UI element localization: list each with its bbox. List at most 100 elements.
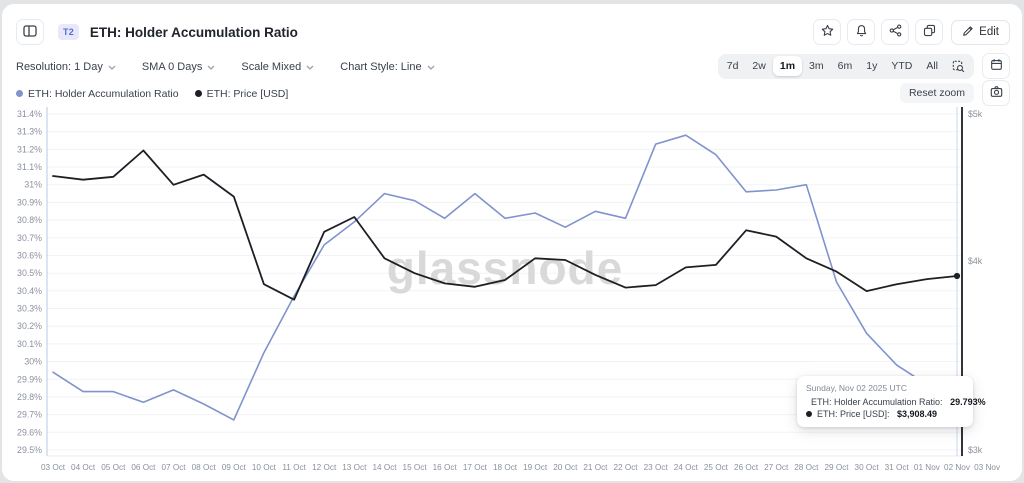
x-axis-tick-label: 16 Oct (433, 463, 458, 472)
chart-card: T2 ETH: Holder Accumulation Ratio (2, 4, 1022, 481)
tooltip-row-value: 29.793% (950, 397, 986, 407)
series-line-0 (52, 134, 958, 421)
chart-plot-area[interactable]: 29.5% 29.6% 29.7% 29.8% 29.9% 30% 30.1% 30.2% 30… (2, 4, 1022, 481)
x-axis-tick-label: 20 Oct (553, 463, 578, 472)
x-axis-tick-label: 21 Oct (583, 463, 608, 472)
edit-button[interactable]: Edit (951, 19, 1010, 45)
range-button-YTD[interactable]: YTD (884, 56, 919, 76)
tier-badge: T2 (58, 24, 79, 40)
x-axis-tick-label: 19 Oct (523, 463, 548, 472)
range-button-1y[interactable]: 1y (859, 56, 884, 76)
x-axis-tick-label: 05 Oct (101, 463, 126, 472)
watermark: glassnode (387, 242, 624, 294)
alerts-button[interactable] (847, 19, 876, 45)
right-axis-tick-label: $3k (968, 445, 983, 455)
edit-button-label: Edit (979, 26, 999, 38)
x-axis-tick-label: 26 Oct (734, 463, 759, 472)
toolbar-dropdown-3[interactable]: Chart Style: Line (340, 61, 435, 73)
x-axis-tick-label: 10 Oct (252, 463, 277, 472)
x-axis-tick-label: 17 Oct (463, 463, 488, 472)
series-marker-1 (953, 272, 961, 280)
x-axis-tick-label: 28 Oct (794, 463, 819, 472)
x-axis-tick-label: 31 Oct (885, 463, 910, 472)
toolbar-dropdown-0[interactable]: Resolution: 1 Day (16, 61, 116, 73)
share-button[interactable] (881, 19, 910, 45)
toolbar-dropdown-label: Resolution: 1 Day (16, 61, 103, 73)
sidebar-toggle-button[interactable] (16, 19, 44, 45)
area-zoom-icon (952, 60, 965, 73)
range-button-2w[interactable]: 2w (745, 56, 772, 76)
x-axis-tick-label: 01 Nov (914, 463, 941, 472)
x-axis-tick-label: 03 Nov (974, 463, 1001, 472)
right-axis-tick-label: $4k (968, 256, 983, 266)
toolbar-dropdown-label: SMA 0 Days (141, 61, 203, 73)
legend-label: ETH: Holder Accumulation Ratio (28, 87, 179, 100)
copy-button[interactable] (915, 19, 944, 45)
header: T2 ETH: Holder Accumulation Ratio (16, 16, 1010, 48)
range-button-All[interactable]: All (919, 56, 945, 76)
x-axis-tick-label: 29 Oct (824, 463, 849, 472)
x-axis-tick-label: 27 Oct (764, 463, 789, 472)
range-button-1m[interactable]: 1m (772, 56, 803, 76)
left-axis-tick-label: 30.1% (17, 339, 42, 349)
copy-icon (923, 24, 936, 40)
x-axis-tick-label: 15 Oct (403, 463, 428, 472)
chevron-down-icon (207, 61, 215, 73)
left-axis-tick-label: 29.6% (17, 427, 42, 437)
x-axis-tick-label: 08 Oct (192, 463, 217, 472)
left-axis-tick-label: 30.9% (17, 197, 42, 207)
tooltip-row-label: ETH: Holder Accumulation Ratio: (811, 397, 946, 407)
reset-zoom-button[interactable]: Reset zoom (899, 83, 974, 103)
x-axis-tick-label: 24 Oct (674, 463, 699, 472)
x-axis-tick-label: 04 Oct (71, 463, 96, 472)
legend-dot-icon (194, 90, 202, 97)
x-axis-tick-label: 11 Oct (282, 463, 306, 472)
legend-item-0[interactable]: ETH: Holder Accumulation Ratio (16, 88, 179, 100)
chevron-down-icon (427, 61, 435, 73)
x-axis-tick-label: 13 Oct (342, 463, 367, 472)
tooltip-series-dot-icon (806, 411, 812, 417)
chart-tooltip: Sunday, Nov 02 2025 UTC ETH: Holder Accu… (797, 376, 986, 427)
x-axis-tick-label: 02 Nov (944, 463, 971, 472)
chevron-down-icon (306, 61, 314, 73)
range-button-3m[interactable]: 3m (802, 56, 831, 76)
legend-label: ETH: Price [USD] (206, 87, 289, 100)
tooltip-row-label: ETH: Price [USD]: (817, 409, 893, 419)
range-button-6m[interactable]: 6m (831, 56, 860, 76)
range-group: 7d 2w 1m 3m 6m 1y YTD All (717, 53, 974, 79)
x-axis-tick-label: 12 Oct (312, 463, 337, 472)
x-axis-tick-label: 30 Oct (855, 463, 880, 472)
left-axis-tick-label: 30% (24, 357, 42, 367)
calendar-range-button[interactable] (982, 53, 1010, 79)
chevron-down-icon (108, 61, 116, 73)
tooltip-row-0: ETH: Holder Accumulation Ratio: 29.793% (806, 397, 986, 407)
left-axis-tick-label: 30.3% (17, 304, 42, 314)
tooltip-date: Sunday, Nov 02 2025 UTC (806, 383, 907, 393)
x-axis-tick-label: 03 Oct (41, 463, 66, 472)
sidebar-panel-icon (23, 24, 37, 40)
series-line-1 (52, 149, 958, 301)
range-button-7d[interactable]: 7d (720, 56, 746, 76)
right-axis-tick-label: $5k (968, 109, 983, 119)
calendar-icon (990, 58, 1003, 74)
tooltip-row-value: $3,908.49 (897, 409, 938, 419)
left-axis-tick-label: 29.9% (17, 374, 42, 384)
favorite-button[interactable] (813, 19, 842, 45)
toolbar-dropdown-label: Scale Mixed (241, 61, 302, 73)
left-axis-tick-label: 30.5% (17, 268, 42, 278)
legend-dot-icon (16, 90, 23, 97)
left-axis-tick-label: 30.6% (17, 251, 42, 261)
left-axis-tick-label: 30.7% (17, 233, 42, 243)
left-axis-tick-label: 31.4% (17, 109, 42, 119)
star-icon (821, 24, 834, 40)
left-axis-tick-label: 29.7% (17, 410, 42, 420)
bell-icon (855, 24, 868, 40)
snapshot-button[interactable] (982, 80, 1010, 106)
x-axis-tick-label: 22 Oct (613, 463, 638, 472)
toolbar-dropdown-2[interactable]: Scale Mixed (241, 61, 314, 73)
toolbar-dropdown-1[interactable]: SMA 0 Days (142, 61, 216, 73)
area-zoom-button[interactable] (945, 56, 972, 77)
camera-icon (990, 85, 1003, 101)
left-axis-tick-label: 31.1% (17, 162, 42, 172)
legend-item-1[interactable]: ETH: Price [USD] (194, 87, 289, 100)
